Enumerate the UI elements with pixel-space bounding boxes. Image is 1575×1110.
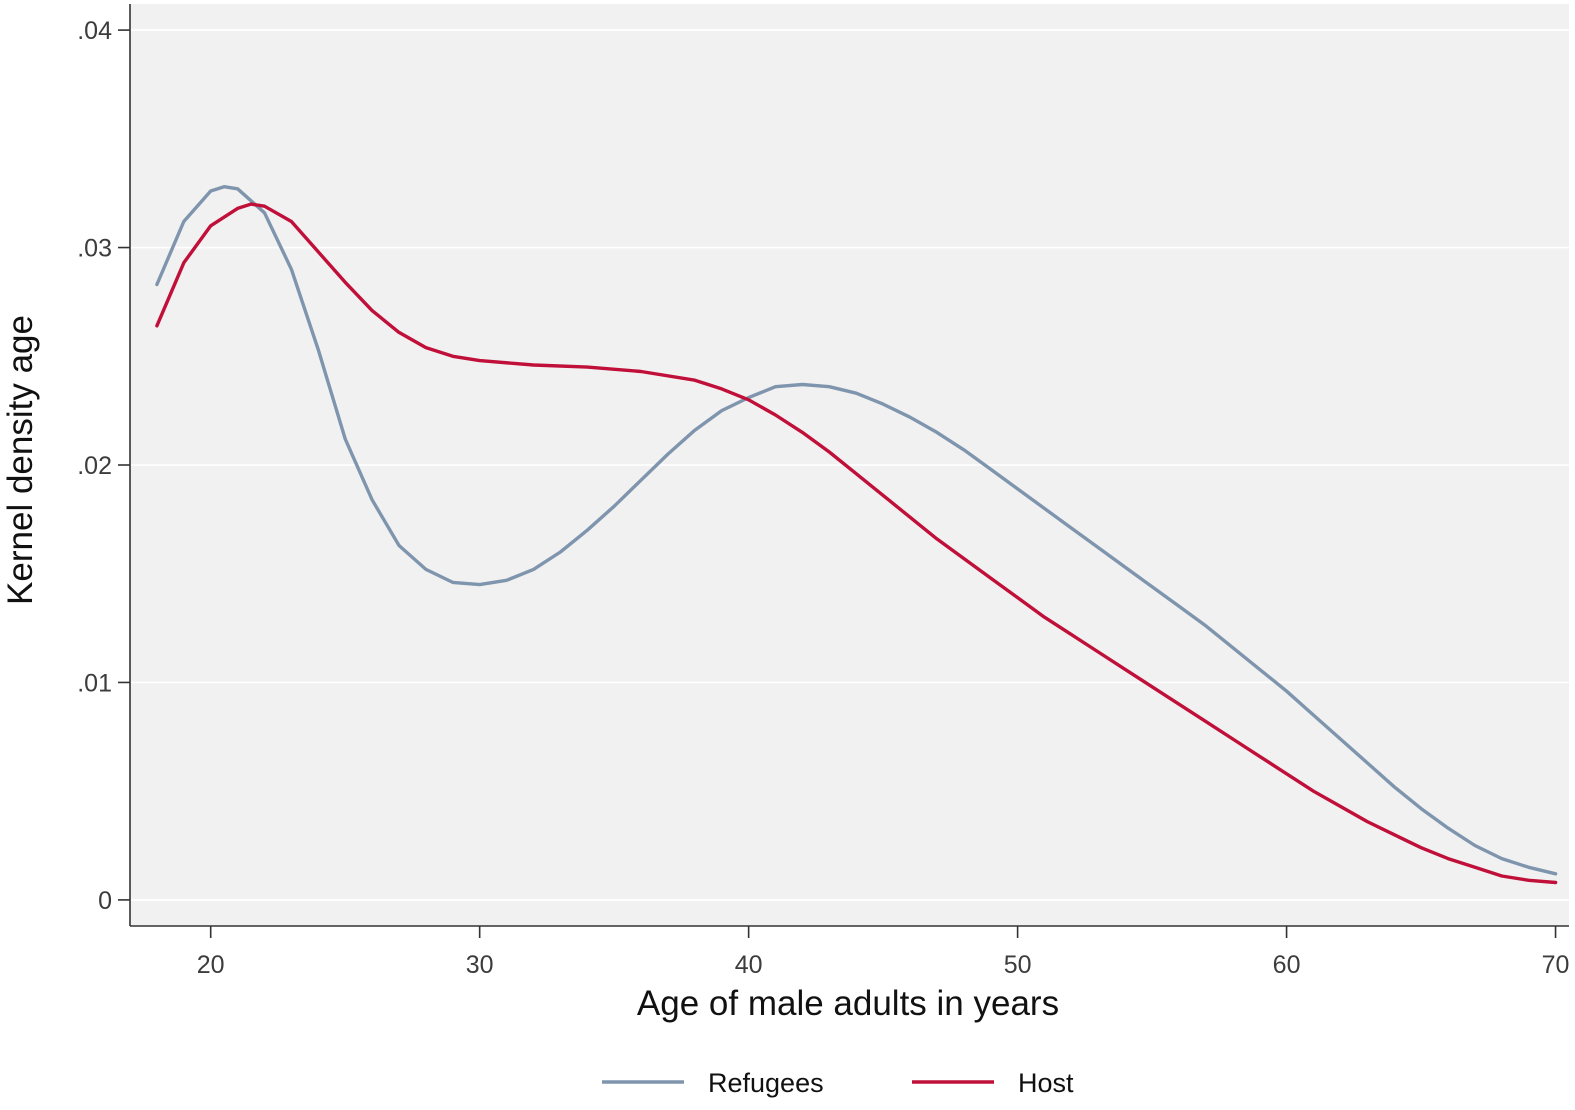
y-tick-label: .03 bbox=[77, 235, 112, 263]
x-tick-label: 20 bbox=[197, 951, 225, 979]
x-tick-label: 30 bbox=[466, 951, 494, 979]
series-line-refugees bbox=[155, 185, 1558, 876]
x-tick-label: 70 bbox=[1542, 951, 1570, 979]
legend-label-host: Host bbox=[1018, 1068, 1074, 1098]
legend-label-refugees: Refugees bbox=[708, 1068, 824, 1098]
x-axis-title: Age of male adults in years bbox=[637, 984, 1059, 1023]
y-tick-label: .02 bbox=[77, 452, 112, 480]
series-line-host bbox=[155, 202, 1558, 885]
x-tick-label: 50 bbox=[1004, 951, 1032, 979]
x-axis-ticks: 20 30 40 50 60 70 bbox=[197, 926, 1570, 979]
legend: Refugees Host bbox=[602, 1068, 1074, 1098]
y-axis-title: Kernel density age bbox=[1, 315, 40, 605]
x-tick-label: 60 bbox=[1273, 951, 1301, 979]
y-axis-ticks: 0 .01 .02 .03 .04 bbox=[77, 17, 130, 915]
y-tick-label: .01 bbox=[77, 669, 112, 697]
gridlines bbox=[130, 29, 1569, 901]
y-tick-label: .04 bbox=[77, 17, 112, 45]
series-lines bbox=[155, 185, 1558, 885]
x-tick-label: 40 bbox=[735, 951, 763, 979]
y-tick-label: 0 bbox=[98, 887, 112, 915]
